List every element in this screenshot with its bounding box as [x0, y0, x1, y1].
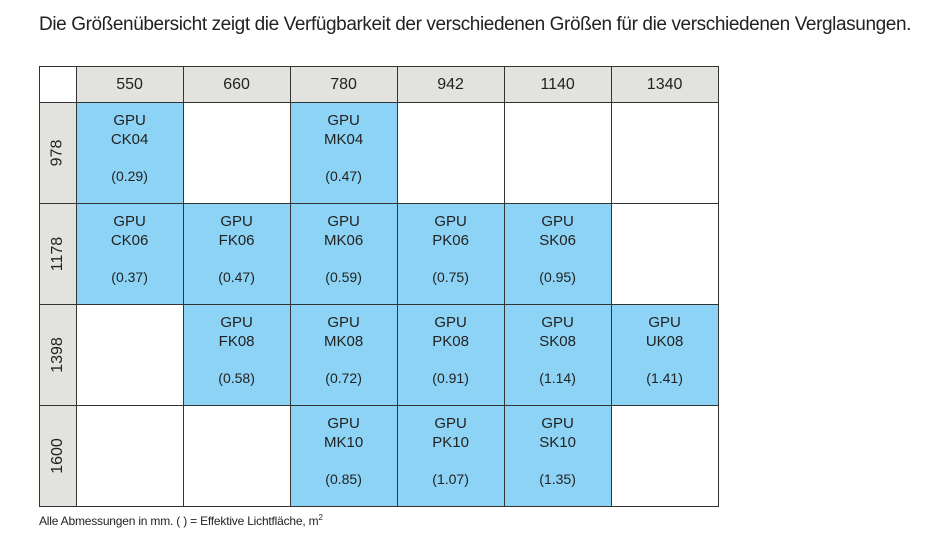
size-overview-table: 550 660 780 942 1140 1340 978 GPU CK04 (0.29) GPU… [39, 66, 719, 507]
effective-area: (0.85) [325, 471, 362, 487]
effective-area: (1.41) [646, 370, 683, 386]
table-row: 1600 GPU MK10 (0.85) GPU PK10 (1.07) GPU SK10 (1.… [39, 405, 719, 507]
product-code: FK06 [218, 232, 255, 249]
product-cell: GPU UK08 (1.41) [610, 304, 719, 406]
effective-area: (0.95) [539, 269, 576, 285]
product-series: GPU [327, 314, 360, 331]
product-code: MK10 [324, 434, 364, 451]
empty-cell [610, 102, 719, 204]
empty-cell [396, 102, 505, 204]
product-code: MK06 [324, 232, 364, 249]
product-code: CK04 [110, 131, 149, 148]
product-code: PK06 [432, 232, 469, 249]
empty-cell [75, 405, 184, 507]
product-series: GPU [434, 314, 467, 331]
product-cell: GPU MK10 (0.85) [289, 405, 398, 507]
product-cell: GPU MK08 (0.72) [289, 304, 398, 406]
footnote-text: Alle Abmessungen in mm. ( ) = Effektive … [39, 514, 319, 528]
product-cell: GPU CK04 (0.29) [75, 102, 184, 204]
effective-area: (1.07) [432, 471, 469, 487]
product-code: SK08 [539, 333, 576, 350]
product-code: CK06 [110, 232, 149, 249]
page-title: Die Größenübersicht zeigt die Verfügbark… [39, 14, 911, 35]
product-series: GPU [541, 213, 574, 230]
product-series: GPU [434, 213, 467, 230]
product-code: SK10 [539, 434, 576, 451]
empty-cell [610, 203, 719, 305]
corner-cell [39, 66, 77, 103]
column-header-width: 780 [289, 66, 398, 103]
product-cell: GPU FK08 (0.58) [182, 304, 291, 406]
table-row: 978 GPU CK04 (0.29) GPU MK04 (0.47) [39, 102, 719, 204]
product-cell: GPU MK04 (0.47) [289, 102, 398, 204]
table-row: 1398 GPU FK08 (0.58) GPU MK08 (0.72) GPU PK08 (0.… [39, 304, 719, 406]
product-cell: GPU SK10 (1.35) [503, 405, 612, 507]
row-header-label: 978 [48, 139, 66, 167]
product-code: SK06 [539, 232, 576, 249]
product-series: GPU [113, 213, 146, 230]
product-code: MK08 [324, 333, 364, 350]
effective-area: (0.58) [218, 370, 255, 386]
column-header-width: 942 [396, 66, 505, 103]
product-code: MK04 [324, 131, 364, 148]
product-cell: GPU PK06 (0.75) [396, 203, 505, 305]
empty-cell [182, 102, 291, 204]
effective-area: (0.91) [432, 370, 469, 386]
effective-area: (0.37) [111, 269, 148, 285]
product-code: PK08 [432, 333, 469, 350]
product-series: GPU [327, 112, 360, 129]
product-cell: GPU CK06 (0.37) [75, 203, 184, 305]
empty-cell [503, 102, 612, 204]
empty-cell [182, 405, 291, 507]
product-code: FK08 [218, 333, 255, 350]
product-series: GPU [327, 415, 360, 432]
column-header-width: 550 [75, 66, 184, 103]
table-row: 1178 GPU CK06 (0.37) GPU FK06 (0.47) GPU MK06 (0.… [39, 203, 719, 305]
effective-area: (0.47) [218, 269, 255, 285]
row-header-label: 1178 [48, 236, 66, 272]
footnote-superscript: 2 [318, 513, 323, 522]
column-header-row: 550 660 780 942 1140 1340 [39, 66, 719, 103]
product-cell: GPU SK08 (1.14) [503, 304, 612, 406]
product-cell: GPU MK06 (0.59) [289, 203, 398, 305]
row-header-height: 1398 [39, 304, 77, 406]
effective-area: (0.72) [325, 370, 362, 386]
product-cell: GPU PK08 (0.91) [396, 304, 505, 406]
column-header-width: 1140 [503, 66, 612, 103]
product-series: GPU [220, 314, 253, 331]
empty-cell [75, 304, 184, 406]
row-header-height: 978 [39, 102, 77, 204]
effective-area: (0.47) [325, 168, 362, 184]
product-series: GPU [541, 415, 574, 432]
product-cell: GPU SK06 (0.95) [503, 203, 612, 305]
column-header-width: 1340 [610, 66, 719, 103]
row-header-label: 1600 [48, 438, 66, 474]
product-series: GPU [220, 213, 253, 230]
column-header-width: 660 [182, 66, 291, 103]
product-code: UK08 [645, 333, 684, 350]
product-cell: GPU PK10 (1.07) [396, 405, 505, 507]
effective-area: (1.14) [539, 370, 576, 386]
effective-area: (0.59) [325, 269, 362, 285]
footnote: Alle Abmessungen in mm. ( ) = Effektive … [39, 513, 323, 528]
product-series: GPU [434, 415, 467, 432]
product-series: GPU [113, 112, 146, 129]
product-series: GPU [541, 314, 574, 331]
row-header-height: 1600 [39, 405, 77, 507]
row-header-height: 1178 [39, 203, 77, 305]
product-code: PK10 [432, 434, 469, 451]
product-cell: GPU FK06 (0.47) [182, 203, 291, 305]
effective-area: (0.75) [432, 269, 469, 285]
product-series: GPU [327, 213, 360, 230]
empty-cell [610, 405, 719, 507]
row-header-label: 1398 [48, 337, 66, 373]
product-series: GPU [648, 314, 681, 331]
effective-area: (0.29) [111, 168, 148, 184]
effective-area: (1.35) [539, 471, 576, 487]
